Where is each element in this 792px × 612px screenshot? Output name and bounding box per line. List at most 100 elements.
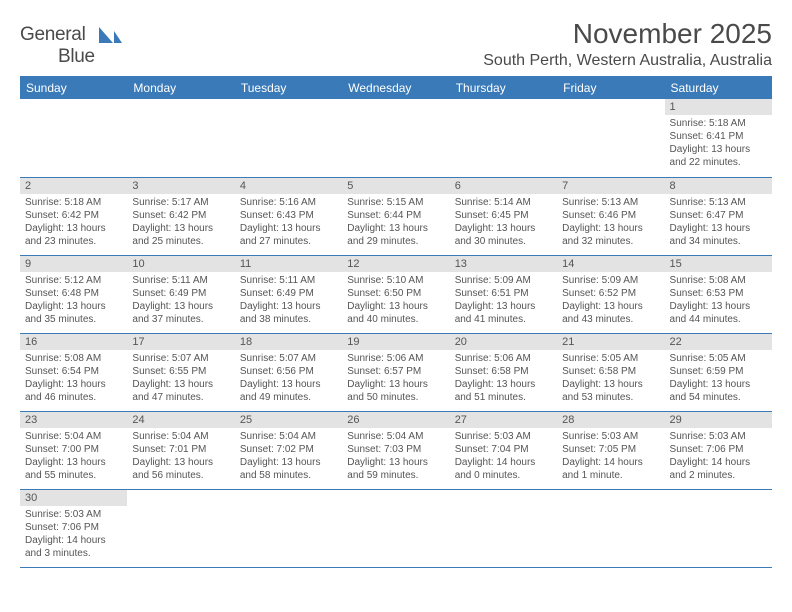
day-details: Sunrise: 5:17 AMSunset: 6:42 PMDaylight:… [127,194,234,252]
day-header: Monday [127,77,234,100]
day-header: Saturday [665,77,772,100]
sunrise-text: Sunrise: 5:06 AM [455,352,552,365]
sunset-text: Sunset: 6:58 PM [562,365,659,378]
sunrise-text: Sunrise: 5:15 AM [347,196,444,209]
calendar-table: Sunday Monday Tuesday Wednesday Thursday… [20,76,772,568]
daylight-text: Daylight: 13 hours and 49 minutes. [240,378,337,404]
day-details: Sunrise: 5:03 AMSunset: 7:06 PMDaylight:… [665,428,772,486]
calendar-cell [665,489,772,567]
sunset-text: Sunset: 6:49 PM [240,287,337,300]
sunset-text: Sunset: 6:46 PM [562,209,659,222]
daylight-text: Daylight: 14 hours and 1 minute. [562,456,659,482]
calendar-cell [235,99,342,177]
calendar-cell: 20Sunrise: 5:06 AMSunset: 6:58 PMDayligh… [450,333,557,411]
sunrise-text: Sunrise: 5:11 AM [132,274,229,287]
day-details: Sunrise: 5:09 AMSunset: 6:51 PMDaylight:… [450,272,557,330]
daylight-text: Daylight: 13 hours and 27 minutes. [240,222,337,248]
calendar-cell [342,489,449,567]
daylight-text: Daylight: 13 hours and 56 minutes. [132,456,229,482]
sunset-text: Sunset: 6:51 PM [455,287,552,300]
calendar-cell: 7Sunrise: 5:13 AMSunset: 6:46 PMDaylight… [557,177,664,255]
sunset-text: Sunset: 7:02 PM [240,443,337,456]
day-number: 7 [557,178,664,194]
day-number: 5 [342,178,449,194]
day-number: 3 [127,178,234,194]
sunrise-text: Sunrise: 5:05 AM [562,352,659,365]
calendar-cell [557,99,664,177]
calendar-cell [235,489,342,567]
calendar-week-row: 16Sunrise: 5:08 AMSunset: 6:54 PMDayligh… [20,333,772,411]
calendar-week-row: 30Sunrise: 5:03 AMSunset: 7:06 PMDayligh… [20,489,772,567]
day-details: Sunrise: 5:10 AMSunset: 6:50 PMDaylight:… [342,272,449,330]
day-number: 23 [20,412,127,428]
sunset-text: Sunset: 7:05 PM [562,443,659,456]
sunset-text: Sunset: 6:52 PM [562,287,659,300]
sunset-text: Sunset: 6:42 PM [25,209,122,222]
sunrise-text: Sunrise: 5:18 AM [25,196,122,209]
calendar-cell [127,99,234,177]
day-details: Sunrise: 5:14 AMSunset: 6:45 PMDaylight:… [450,194,557,252]
calendar-cell: 29Sunrise: 5:03 AMSunset: 7:06 PMDayligh… [665,411,772,489]
daylight-text: Daylight: 13 hours and 46 minutes. [25,378,122,404]
day-details: Sunrise: 5:03 AMSunset: 7:06 PMDaylight:… [20,506,127,564]
sunrise-text: Sunrise: 5:03 AM [562,430,659,443]
daylight-text: Daylight: 14 hours and 0 minutes. [455,456,552,482]
daylight-text: Daylight: 13 hours and 29 minutes. [347,222,444,248]
calendar-cell: 5Sunrise: 5:15 AMSunset: 6:44 PMDaylight… [342,177,449,255]
logo-word-general: General [20,24,86,45]
daylight-text: Daylight: 14 hours and 2 minutes. [670,456,767,482]
day-number: 11 [235,256,342,272]
day-details: Sunrise: 5:06 AMSunset: 6:58 PMDaylight:… [450,350,557,408]
calendar-cell: 19Sunrise: 5:06 AMSunset: 6:57 PMDayligh… [342,333,449,411]
page-header: General Blue November 2025 South Perth, … [20,18,772,70]
day-number: 15 [665,256,772,272]
daylight-text: Daylight: 13 hours and 25 minutes. [132,222,229,248]
sunrise-text: Sunrise: 5:03 AM [25,508,122,521]
daylight-text: Daylight: 13 hours and 43 minutes. [562,300,659,326]
daylight-text: Daylight: 13 hours and 53 minutes. [562,378,659,404]
daylight-text: Daylight: 13 hours and 23 minutes. [25,222,122,248]
sunrise-text: Sunrise: 5:13 AM [670,196,767,209]
day-details: Sunrise: 5:05 AMSunset: 6:59 PMDaylight:… [665,350,772,408]
calendar-cell: 11Sunrise: 5:11 AMSunset: 6:49 PMDayligh… [235,255,342,333]
sunrise-text: Sunrise: 5:12 AM [25,274,122,287]
daylight-text: Daylight: 13 hours and 32 minutes. [562,222,659,248]
daylight-text: Daylight: 13 hours and 50 minutes. [347,378,444,404]
day-details: Sunrise: 5:07 AMSunset: 6:56 PMDaylight:… [235,350,342,408]
day-number: 29 [665,412,772,428]
calendar-week-row: 2Sunrise: 5:18 AMSunset: 6:42 PMDaylight… [20,177,772,255]
day-number: 4 [235,178,342,194]
sunrise-text: Sunrise: 5:16 AM [240,196,337,209]
sunset-text: Sunset: 6:55 PM [132,365,229,378]
sail-icon [97,25,123,52]
location: South Perth, Western Australia, Australi… [483,52,772,70]
sunrise-text: Sunrise: 5:14 AM [455,196,552,209]
day-details: Sunrise: 5:15 AMSunset: 6:44 PMDaylight:… [342,194,449,252]
day-number: 1 [665,99,772,115]
calendar-cell: 13Sunrise: 5:09 AMSunset: 6:51 PMDayligh… [450,255,557,333]
day-number: 14 [557,256,664,272]
sunset-text: Sunset: 6:56 PM [240,365,337,378]
sunrise-text: Sunrise: 5:09 AM [562,274,659,287]
calendar-cell: 18Sunrise: 5:07 AMSunset: 6:56 PMDayligh… [235,333,342,411]
sunset-text: Sunset: 7:06 PM [670,443,767,456]
day-details: Sunrise: 5:04 AMSunset: 7:01 PMDaylight:… [127,428,234,486]
calendar-cell [450,489,557,567]
calendar-cell [557,489,664,567]
daylight-text: Daylight: 13 hours and 37 minutes. [132,300,229,326]
sunrise-text: Sunrise: 5:08 AM [25,352,122,365]
calendar-cell: 23Sunrise: 5:04 AMSunset: 7:00 PMDayligh… [20,411,127,489]
day-number: 24 [127,412,234,428]
day-details: Sunrise: 5:11 AMSunset: 6:49 PMDaylight:… [235,272,342,330]
day-header: Friday [557,77,664,100]
calendar-cell [127,489,234,567]
daylight-text: Daylight: 13 hours and 35 minutes. [25,300,122,326]
day-header: Thursday [450,77,557,100]
day-header: Sunday [20,77,127,100]
calendar-cell: 22Sunrise: 5:05 AMSunset: 6:59 PMDayligh… [665,333,772,411]
sunset-text: Sunset: 6:58 PM [455,365,552,378]
day-details: Sunrise: 5:18 AMSunset: 6:42 PMDaylight:… [20,194,127,252]
sunset-text: Sunset: 7:06 PM [25,521,122,534]
day-number: 18 [235,334,342,350]
sunset-text: Sunset: 6:53 PM [670,287,767,300]
